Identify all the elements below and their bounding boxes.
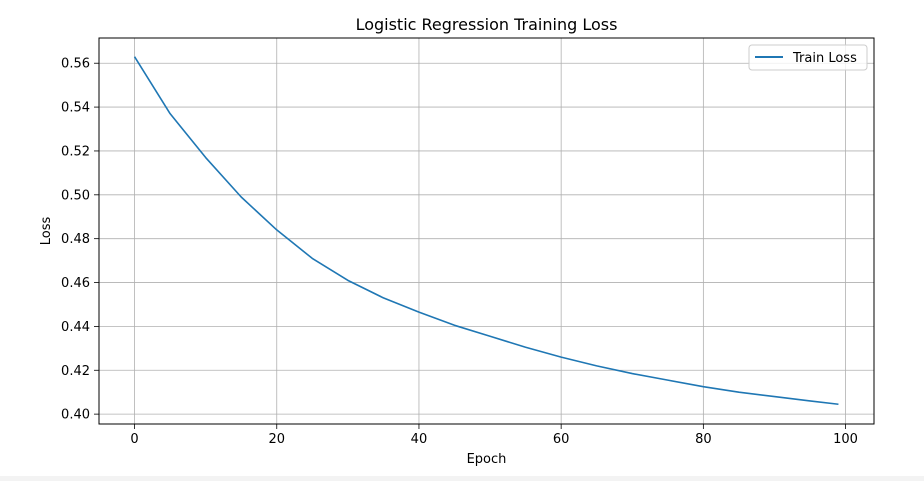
grid [99,38,874,424]
legend-box [748,44,868,71]
series-line-train-loss [133,56,839,406]
x-tick-label: 0 [130,432,138,447]
x-tick-label: 20 [268,432,285,447]
legend: Train Loss [748,44,868,71]
x-tick-label: 80 [695,432,712,447]
y-axis-label: Loss [39,217,54,246]
y-tick-label: 0.42 [61,364,90,379]
series-layer [133,56,839,406]
y-tick-label: 0.52 [61,144,90,159]
y-tick-label: 0.50 [61,188,90,203]
legend-label-train-loss: Train Loss [792,51,857,66]
x-tick-label: 40 [411,432,428,447]
ticks: 0 20 40 60 80 100 0.40 0.42 0.44 0.46 0.48 0.50 0.52… [61,57,858,447]
x-axis-label: Epoch [467,452,507,467]
x-tick-label: 100 [833,432,858,447]
plot-frame [98,37,875,425]
y-tick-label: 0.54 [61,101,90,116]
chart-title: Logistic Regression Training Loss [356,15,618,34]
y-tick-label: 0.46 [61,276,90,291]
y-tick-label: 0.48 [61,232,90,247]
bottom-strip [0,476,924,481]
y-tick-label: 0.56 [61,57,90,72]
x-tick-label: 60 [553,432,570,447]
y-tick-label: 0.40 [61,408,90,423]
y-tick-label: 0.44 [61,320,90,335]
